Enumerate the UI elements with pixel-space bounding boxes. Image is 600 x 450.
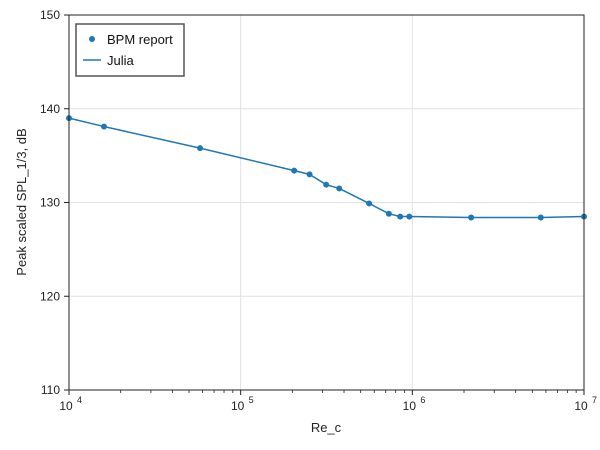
data-point-bpm-report [468, 214, 475, 221]
x-axis-label: Re_c [311, 420, 342, 435]
data-point-bpm-report [366, 200, 373, 207]
x-tick-label: 10 4 [59, 395, 82, 413]
y-tick-label: 110 [41, 383, 60, 397]
data-point-bpm-report [385, 210, 392, 217]
y-tick-label: 140 [40, 102, 60, 116]
y-tick-label: 130 [40, 196, 60, 210]
data-point-bpm-report [323, 181, 330, 188]
legend-label-julia: Julia [107, 53, 135, 68]
data-point-bpm-report [406, 213, 413, 220]
data-point-bpm-report [291, 167, 298, 174]
data-point-bpm-report [537, 214, 544, 221]
y-tick-label: 120 [40, 289, 60, 303]
legend-box [75, 23, 185, 77]
y-tick-label: 150 [40, 8, 60, 22]
x-tick-label: 10 7 [574, 395, 597, 413]
data-point-bpm-report [336, 185, 343, 192]
legend-marker-bpm-report [89, 36, 95, 42]
x-tick-exponent: 4 [77, 395, 82, 405]
x-tick-label: 10 6 [403, 395, 426, 413]
x-tick-label: 10 5 [231, 395, 254, 413]
data-point-bpm-report [197, 145, 204, 152]
legend: BPM report Julia [75, 23, 185, 77]
x-tick-base: 10 [59, 399, 73, 413]
legend-label-bpm-report: BPM report [107, 32, 173, 47]
series-layer [66, 115, 587, 221]
data-point-bpm-report [101, 123, 108, 130]
data-point-bpm-report [306, 171, 313, 178]
series-line-julia [68, 117, 585, 219]
x-tick-exponent: 7 [592, 395, 597, 405]
data-point-bpm-report [397, 213, 404, 220]
x-tick-base: 10 [574, 399, 588, 413]
x-tick-base: 10 [231, 399, 245, 413]
x-tick-exponent: 5 [249, 395, 254, 405]
x-tick-base: 10 [403, 399, 417, 413]
x-tick-exponent: 6 [420, 395, 425, 405]
y-axis-label: Peak scaled SPL_1/3, dB [14, 128, 29, 275]
